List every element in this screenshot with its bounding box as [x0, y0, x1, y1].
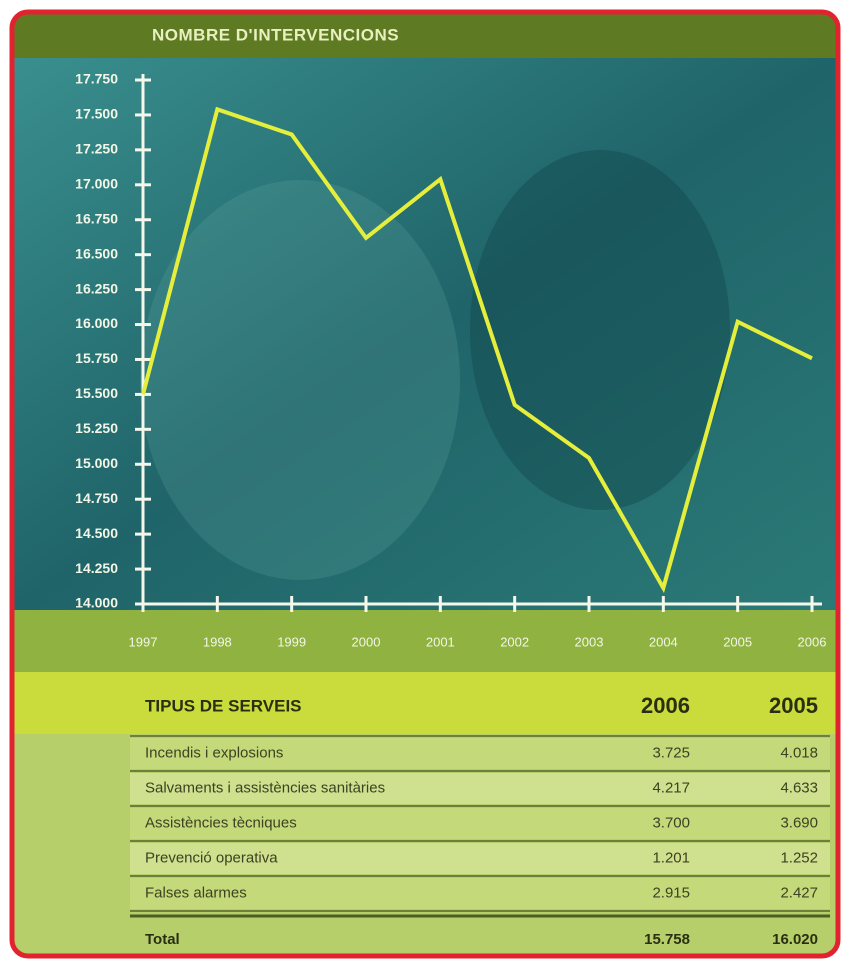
table-cell: 3.700	[652, 814, 690, 831]
table-cell: 3.690	[780, 814, 818, 831]
x-tick-label: 1997	[129, 634, 158, 649]
y-tick-label: 15.750	[75, 350, 118, 366]
table-cell: 4.217	[652, 779, 690, 796]
total-cell: 15.758	[644, 931, 690, 948]
chart-title: NOMBRE D'INTERVENCIONS	[152, 25, 399, 44]
y-tick-label: 15.250	[75, 420, 118, 436]
y-tick-label: 14.000	[75, 595, 118, 611]
table-cell: 4.633	[780, 779, 818, 796]
y-tick-label: 15.500	[75, 385, 118, 401]
y-tick-label: 15.000	[75, 455, 118, 471]
table-cell: 3.725	[652, 744, 690, 761]
header-bar	[12, 12, 838, 58]
table-cell: 2.915	[652, 884, 690, 901]
table-cell: 2.427	[780, 884, 818, 901]
total-cell: 16.020	[772, 931, 818, 948]
x-tick-label: 2000	[352, 634, 381, 649]
y-tick-label: 14.500	[75, 525, 118, 541]
y-tick-label: 16.500	[75, 245, 118, 261]
table-cell: Assistències tècniques	[145, 814, 297, 831]
y-tick-label: 16.250	[75, 280, 118, 296]
table-cell: 1.252	[780, 849, 818, 866]
table-cell: Falses alarmes	[145, 884, 247, 901]
table-header-cell: 2006	[641, 693, 690, 718]
total-cell: Total	[145, 931, 180, 948]
y-tick-label: 16.000	[75, 315, 118, 331]
table-header-bg	[12, 672, 838, 734]
y-tick-label: 17.250	[75, 141, 118, 157]
y-tick-label: 17.500	[75, 106, 118, 122]
table-cell: 4.018	[780, 744, 818, 761]
x-tick-label: 2004	[649, 634, 678, 649]
photo-shade	[470, 150, 730, 510]
y-tick-label: 17.750	[75, 71, 118, 87]
x-tick-label: 2005	[723, 634, 752, 649]
x-tick-label: 2002	[500, 634, 529, 649]
photo-shade	[140, 180, 460, 580]
table-cell: 1.201	[652, 849, 690, 866]
x-tick-label: 2006	[798, 634, 827, 649]
table-header-cell: TIPUS DE SERVEIS	[145, 696, 302, 715]
table-header-cell: 2005	[769, 693, 818, 718]
x-tick-label: 1999	[277, 634, 306, 649]
table-cell: Salvaments i assistències sanitàries	[145, 779, 385, 796]
table-cell: Prevenció operativa	[145, 849, 278, 866]
y-tick-label: 16.750	[75, 210, 118, 226]
table-cell: Incendis i explosions	[145, 744, 283, 761]
y-tick-label: 17.000	[75, 176, 118, 192]
y-tick-label: 14.250	[75, 560, 118, 576]
page: NOMBRE D'INTERVENCIONS TIPUS DE SERVEIS 2…	[0, 0, 850, 960]
x-tick-label: 2003	[575, 634, 604, 649]
x-tick-label: 1998	[203, 634, 232, 649]
y-tick-label: 14.750	[75, 490, 118, 506]
x-tick-label: 2001	[426, 634, 455, 649]
